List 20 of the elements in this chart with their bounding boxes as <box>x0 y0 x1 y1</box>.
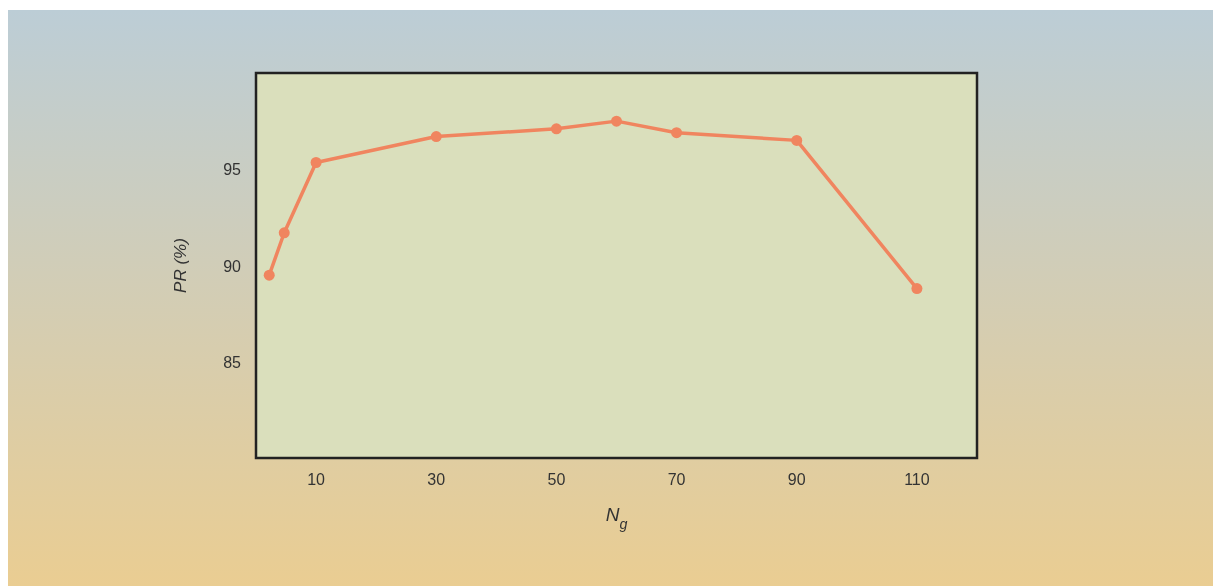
x-tick-label: 70 <box>667 471 686 488</box>
x-tick-label: 90 <box>787 471 806 488</box>
y-tick-label: 90 <box>223 257 242 275</box>
x-tick-label: 30 <box>427 471 446 488</box>
point <box>550 123 562 135</box>
x-axis-title: N$_{g}$ <box>605 504 628 532</box>
x-tick-label: 110 <box>904 471 930 488</box>
point <box>671 127 683 139</box>
point <box>310 157 322 169</box>
point <box>911 283 923 295</box>
point <box>263 269 275 281</box>
point <box>611 115 622 127</box>
point <box>278 227 290 239</box>
y-tick-label: 85 <box>223 353 242 371</box>
x-tick-label: 50 <box>547 471 566 488</box>
x-tick-label: 10 <box>307 471 326 488</box>
point <box>430 131 442 143</box>
y-axis-title: PR (%) <box>171 238 190 293</box>
point <box>791 134 803 146</box>
y-tick-label: 95 <box>223 161 242 179</box>
